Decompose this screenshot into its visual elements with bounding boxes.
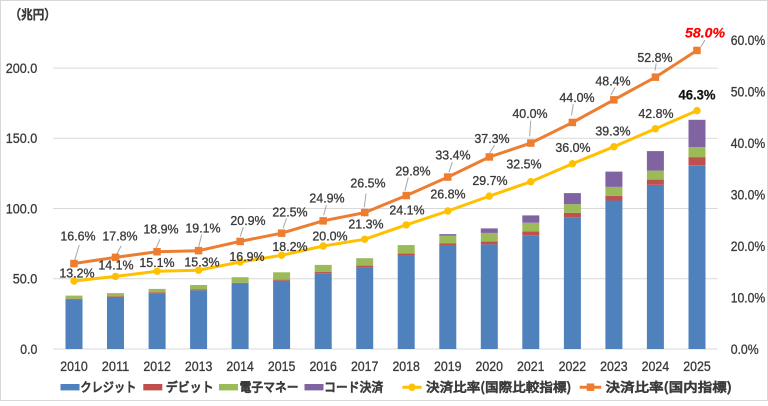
svg-text:20.9%: 20.9% (230, 213, 266, 228)
svg-text:2016: 2016 (309, 358, 337, 374)
svg-text:2020: 2020 (476, 358, 504, 374)
svg-text:26.8%: 26.8% (430, 187, 466, 202)
svg-text:44.0%: 44.0% (559, 90, 595, 105)
svg-text:2024: 2024 (642, 358, 670, 374)
svg-text:18.2%: 18.2% (272, 239, 308, 254)
svg-text:2010: 2010 (60, 358, 88, 374)
svg-text:0.0: 0.0 (20, 341, 37, 357)
svg-text:18.9%: 18.9% (143, 222, 179, 237)
svg-text:50.0%: 50.0% (731, 84, 766, 99)
svg-text:17.8%: 17.8% (102, 229, 138, 244)
svg-text:15.3%: 15.3% (184, 255, 220, 270)
svg-text:48.4%: 48.4% (595, 74, 631, 89)
svg-text:2014: 2014 (226, 358, 254, 374)
svg-text:100.0: 100.0 (6, 200, 38, 216)
svg-text:26.5%: 26.5% (350, 176, 386, 191)
svg-text:32.5%: 32.5% (506, 157, 542, 172)
svg-text:39.3%: 39.3% (595, 124, 631, 139)
svg-text:33.4%: 33.4% (435, 148, 471, 163)
svg-text:22.5%: 22.5% (272, 205, 308, 220)
svg-text:50.0: 50.0 (13, 271, 38, 287)
svg-text:30.0%: 30.0% (731, 187, 766, 202)
svg-text:2013: 2013 (185, 358, 213, 374)
svg-text:10.0%: 10.0% (731, 290, 766, 305)
svg-text:36.0%: 36.0% (555, 140, 591, 155)
svg-text:2021: 2021 (517, 358, 545, 374)
svg-text:24.1%: 24.1% (389, 203, 425, 218)
svg-text:29.8%: 29.8% (395, 164, 431, 179)
svg-text:15.1%: 15.1% (139, 255, 175, 270)
svg-text:20.0%: 20.0% (731, 239, 766, 254)
svg-text:2011: 2011 (102, 358, 130, 374)
svg-text:150.0: 150.0 (6, 130, 38, 146)
svg-text:2019: 2019 (434, 358, 462, 374)
svg-text:29.7%: 29.7% (472, 173, 508, 188)
svg-text:60.0%: 60.0% (731, 33, 766, 48)
svg-text:2018: 2018 (392, 358, 420, 374)
svg-text:16.6%: 16.6% (60, 229, 96, 244)
svg-text:14.1%: 14.1% (98, 258, 134, 273)
svg-text:58.0%: 58.0% (685, 25, 726, 41)
svg-text:40.0%: 40.0% (731, 136, 766, 151)
svg-text:52.8%: 52.8% (637, 50, 673, 65)
svg-text:37.3%: 37.3% (474, 131, 510, 146)
svg-text:42.8%: 42.8% (638, 106, 674, 121)
svg-text:13.2%: 13.2% (59, 266, 95, 281)
svg-text:2025: 2025 (683, 358, 711, 374)
svg-text:2017: 2017 (351, 358, 379, 374)
svg-text:200.0: 200.0 (6, 60, 38, 76)
svg-text:0.0%: 0.0% (731, 342, 759, 357)
svg-text:2015: 2015 (268, 358, 296, 374)
svg-text:16.9%: 16.9% (229, 249, 265, 264)
svg-text:2023: 2023 (600, 358, 628, 374)
svg-text:2022: 2022 (559, 358, 587, 374)
svg-text:20.0%: 20.0% (312, 229, 348, 244)
svg-text:24.9%: 24.9% (309, 191, 345, 206)
svg-text:2012: 2012 (143, 358, 171, 374)
svg-text:46.3%: 46.3% (679, 88, 716, 103)
svg-text:40.0%: 40.0% (512, 106, 548, 121)
svg-text:21.3%: 21.3% (348, 217, 384, 232)
svg-text:19.1%: 19.1% (185, 221, 221, 236)
